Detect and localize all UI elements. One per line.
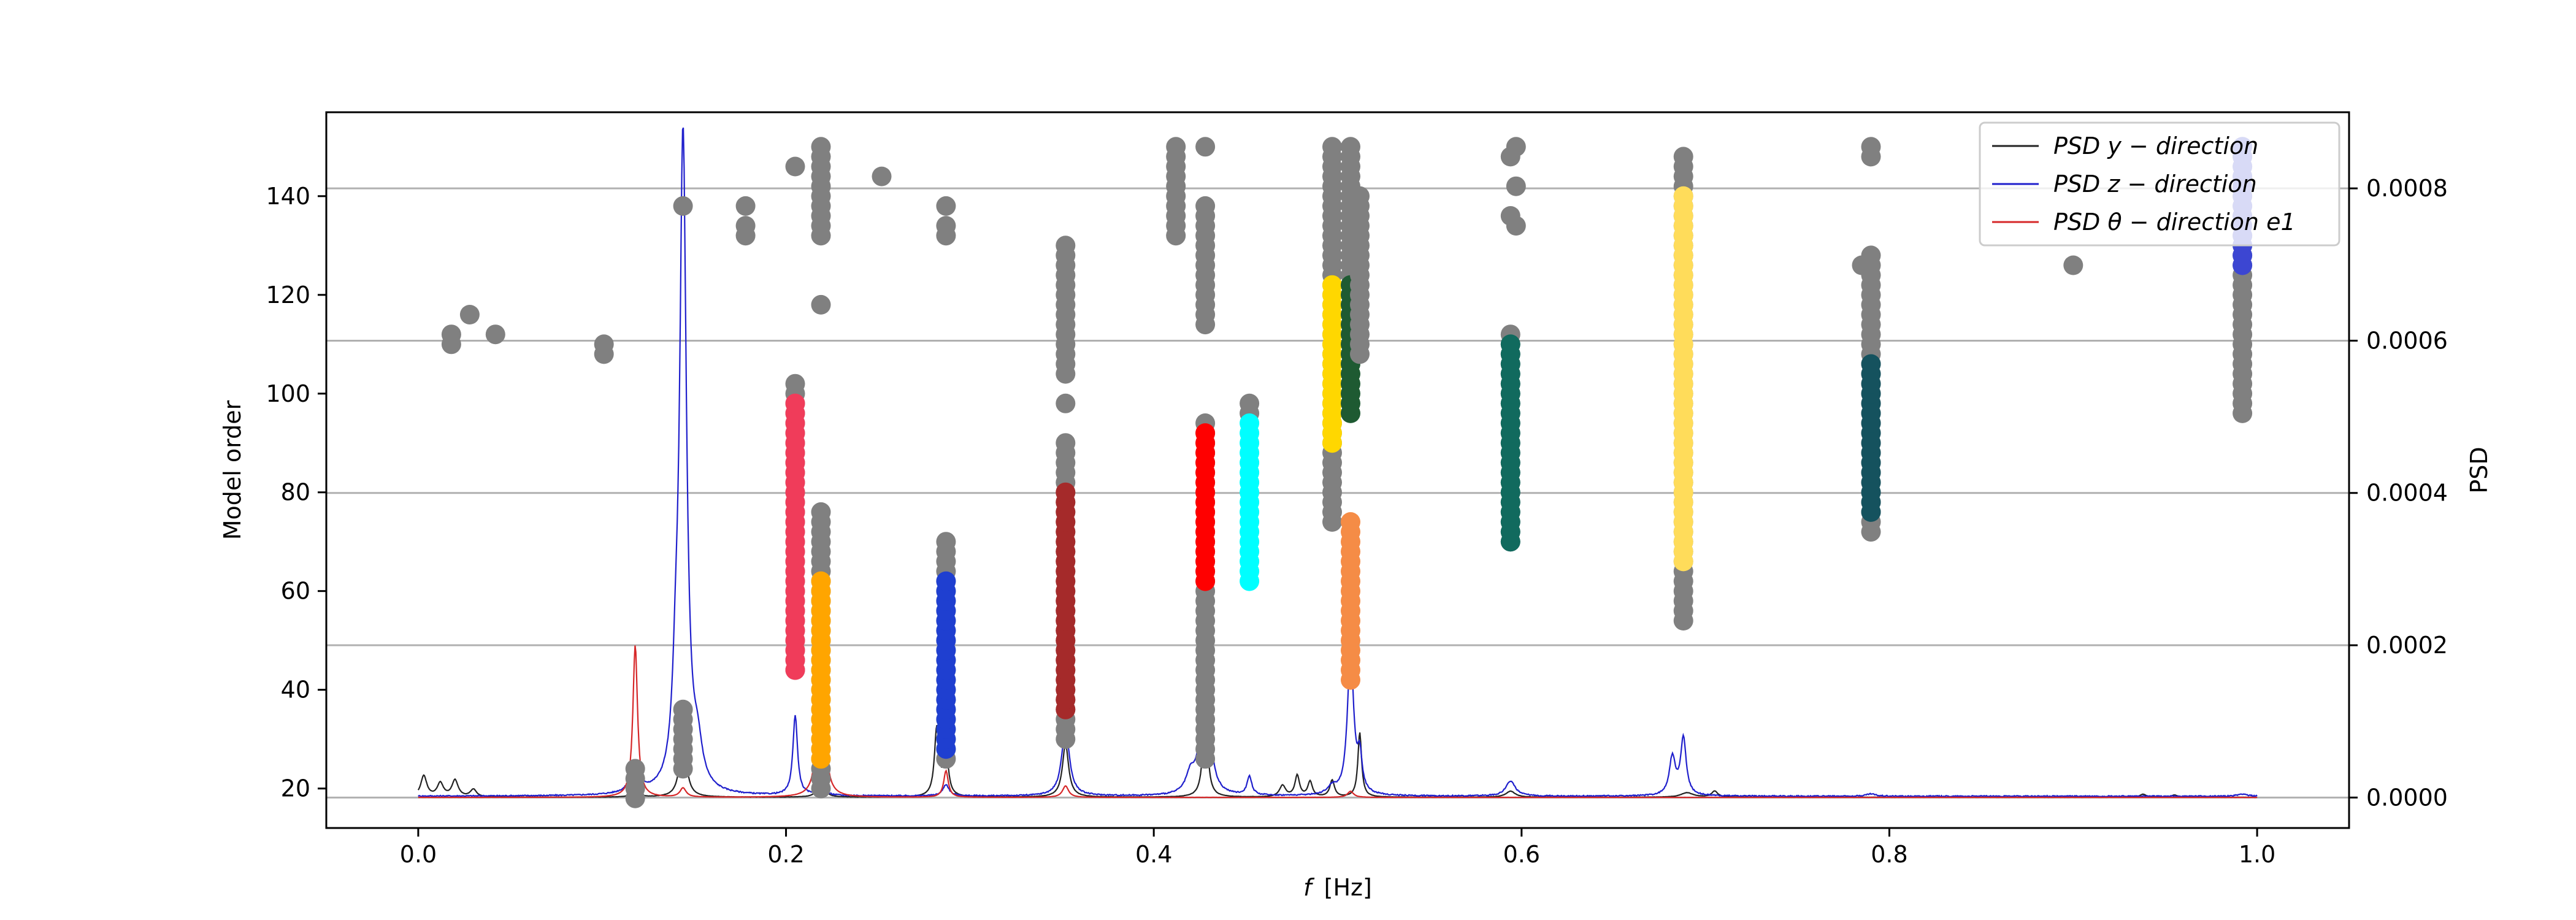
stabilization-points <box>441 137 2253 808</box>
stabilization-point <box>936 571 956 591</box>
legend: PSD y − direction PSD z − direction PSD θ … <box>1979 121 2340 247</box>
stabilization-point <box>441 324 461 345</box>
stabilization-point <box>1500 334 1520 355</box>
y-tick-label: 40 <box>281 677 310 703</box>
stabilization-point <box>1322 137 1342 157</box>
stabilization-point <box>1673 186 1693 206</box>
psd-layer <box>417 127 2258 799</box>
stabilization-point <box>1861 245 1881 266</box>
stabilization-point <box>485 324 505 345</box>
stabilization-point <box>2063 255 2083 275</box>
y2-tick-label: 0.0004 <box>2366 480 2448 507</box>
stabilization-point <box>811 137 831 157</box>
stabilization-point <box>811 502 831 522</box>
y2-axis-title: PSD <box>2466 447 2493 493</box>
stabilization-point <box>811 294 831 315</box>
stabilization-point <box>1861 354 1881 374</box>
stabilization-point <box>1240 413 1260 433</box>
x-tick-label: 0.8 <box>1871 841 1907 868</box>
stabilization-point <box>1861 137 1881 157</box>
y-tick-label: 60 <box>281 578 310 605</box>
stabilization-point <box>785 393 805 413</box>
stabilization-point <box>936 532 956 552</box>
x-tick-label: 0.4 <box>1135 841 1172 868</box>
stabilization-point <box>1322 275 1342 295</box>
legend-label: PSD y − direction <box>2053 132 2258 159</box>
plot-frame <box>325 111 2350 829</box>
stabilization-point <box>1673 147 1693 167</box>
legend-label: PSD θ − direction e1 <box>2053 209 2296 236</box>
stabilization-point <box>1056 482 1076 502</box>
y-axis-title: Model order <box>219 400 246 540</box>
legend-box <box>1979 121 2340 247</box>
stabilization-point <box>1506 216 1526 236</box>
y-tick-label: 20 <box>281 775 310 802</box>
x-axis-title-unit: [Hz] <box>1324 874 1372 901</box>
x-tick-label: 1.0 <box>2239 841 2275 868</box>
stabilization-point <box>735 196 756 216</box>
stabilization-point <box>811 571 831 591</box>
stabilization-point <box>1056 236 1076 256</box>
x-axis: 0.0 0.2 0.4 0.6 0.8 1.0 <box>400 828 2275 868</box>
stabilization-point <box>785 156 805 177</box>
x-axis-title-symbol: f <box>1303 874 1315 901</box>
y-tick-label: 100 <box>266 380 310 407</box>
stabilization-point <box>1195 196 1216 216</box>
stabilization-point <box>673 196 693 216</box>
y-tick-label: 120 <box>266 282 310 309</box>
y-axis-right: 0.0000 0.0002 0.0004 0.0006 0.0008 <box>2349 175 2448 811</box>
y-tick-label: 140 <box>266 183 310 210</box>
psd-series-line <box>418 127 2258 798</box>
x-tick-label: 0.6 <box>1503 841 1540 868</box>
stabilization-point <box>1350 186 1370 206</box>
stabilization-point <box>1195 423 1216 443</box>
y2-tick-label: 0.0002 <box>2366 632 2448 659</box>
stabilization-point <box>936 216 956 236</box>
stabilization-point <box>625 759 645 779</box>
stabilization-point <box>1056 433 1076 453</box>
x-tick-label: 0.2 <box>767 841 804 868</box>
stabilization-point <box>1341 512 1360 532</box>
stabilization-point <box>936 196 956 216</box>
y2-tick-label: 0.0000 <box>2366 784 2448 811</box>
stabilization-point <box>735 216 756 236</box>
stabilization-point <box>459 305 480 324</box>
stabilization-point <box>1341 137 1360 157</box>
psd-series-line <box>418 549 2258 799</box>
legend-label: PSD z − direction <box>2053 171 2257 197</box>
y-tick-label: 80 <box>281 479 310 506</box>
stabilization-point <box>1506 137 1526 157</box>
y-axis-left: 20 40 60 80 100 120 140 <box>266 183 326 802</box>
stabilization-point <box>1056 393 1076 413</box>
stabilization-point <box>1240 393 1260 413</box>
stabilization-point <box>594 334 614 355</box>
x-axis-title: f [Hz] <box>1303 874 1372 901</box>
stabilization-point <box>1166 137 1186 157</box>
stabilization-point <box>872 166 892 186</box>
stabilization-point <box>1195 137 1216 157</box>
x-tick-label: 0.0 <box>400 841 437 868</box>
y2-tick-label: 0.0008 <box>2366 175 2448 202</box>
stabilization-point <box>1506 176 1526 196</box>
stabilization-point <box>785 374 805 394</box>
y2-tick-label: 0.0006 <box>2366 327 2448 354</box>
stabilization-point <box>673 699 693 719</box>
